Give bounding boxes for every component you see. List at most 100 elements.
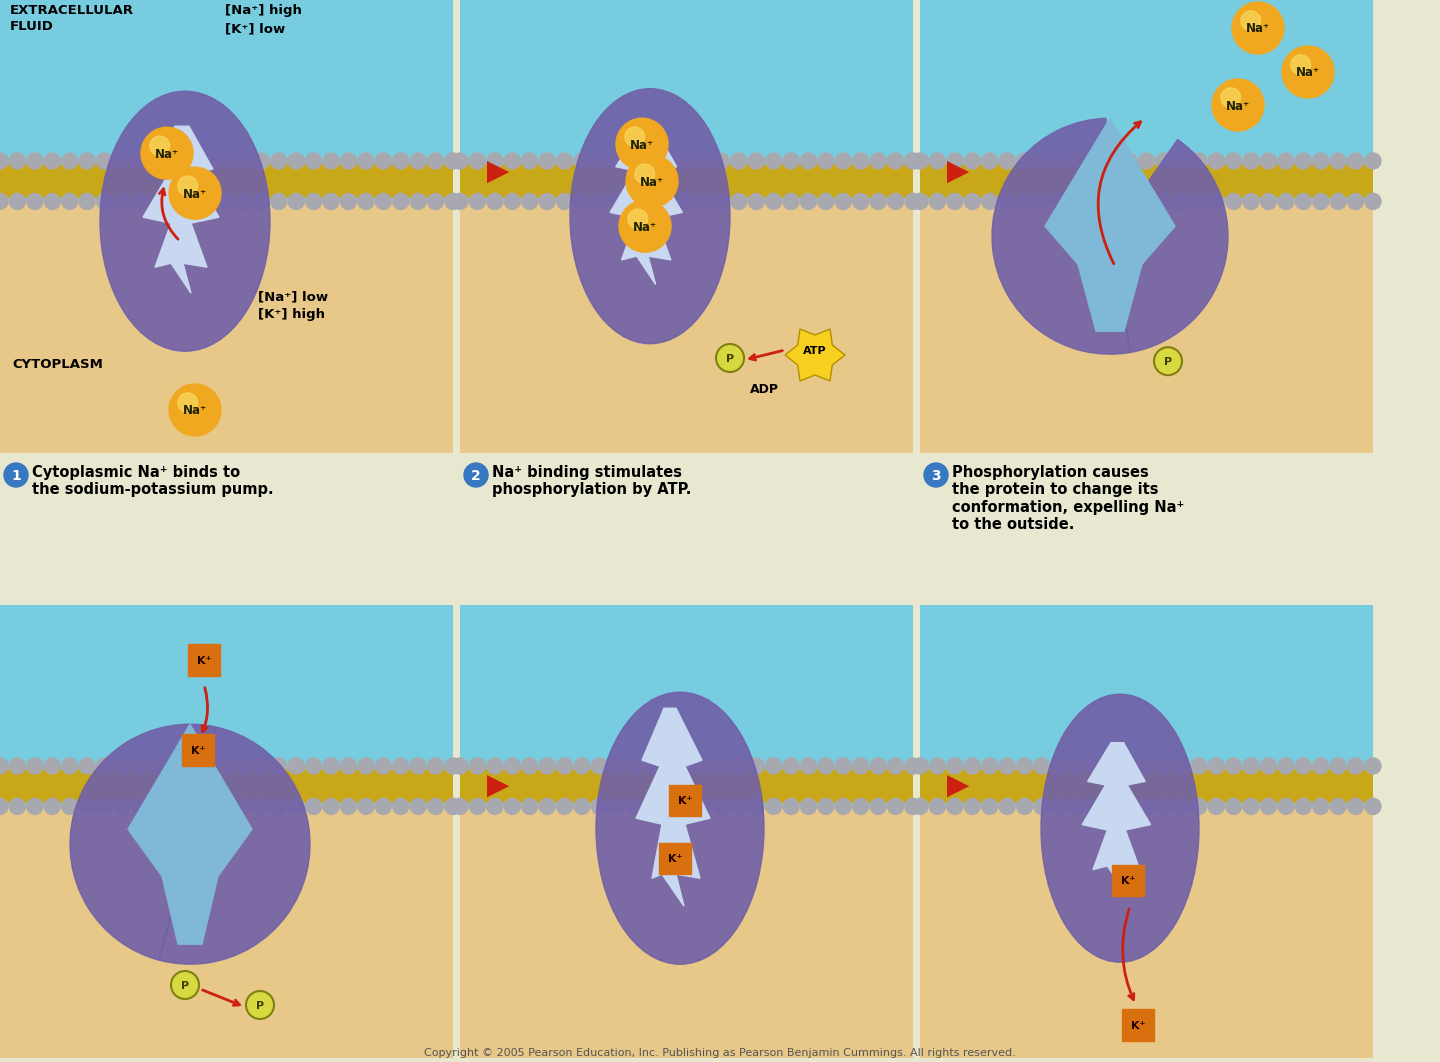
Bar — [0, 605, 454, 804]
Circle shape — [305, 193, 321, 209]
Circle shape — [1296, 153, 1312, 169]
Circle shape — [1208, 758, 1224, 774]
Circle shape — [1296, 799, 1312, 815]
Circle shape — [575, 758, 590, 774]
Circle shape — [912, 758, 927, 774]
Circle shape — [929, 758, 946, 774]
Circle shape — [1348, 153, 1364, 169]
Circle shape — [904, 799, 922, 815]
Circle shape — [10, 799, 26, 815]
Circle shape — [912, 153, 927, 169]
Circle shape — [730, 758, 747, 774]
Circle shape — [323, 799, 338, 815]
Circle shape — [202, 758, 217, 774]
Text: 2: 2 — [471, 469, 481, 483]
Circle shape — [556, 153, 573, 169]
Circle shape — [79, 153, 95, 169]
Text: Na⁺: Na⁺ — [1246, 22, 1270, 35]
Circle shape — [1243, 758, 1259, 774]
Circle shape — [1103, 799, 1120, 815]
Circle shape — [114, 799, 130, 815]
Circle shape — [1282, 46, 1333, 98]
Circle shape — [114, 758, 130, 774]
Polygon shape — [636, 708, 710, 906]
Circle shape — [62, 193, 78, 209]
Circle shape — [305, 153, 321, 169]
Circle shape — [870, 193, 886, 209]
Circle shape — [1139, 758, 1155, 774]
Circle shape — [749, 193, 765, 209]
Circle shape — [445, 799, 461, 815]
Circle shape — [644, 758, 660, 774]
Text: Na⁺: Na⁺ — [639, 175, 664, 189]
Circle shape — [62, 799, 78, 815]
Bar — [920, 200, 1372, 453]
Circle shape — [359, 799, 374, 815]
Circle shape — [253, 758, 269, 774]
Circle shape — [539, 799, 554, 815]
Circle shape — [1296, 193, 1312, 209]
Text: [K⁺] low: [K⁺] low — [225, 22, 285, 35]
Circle shape — [713, 799, 729, 815]
Polygon shape — [1045, 118, 1175, 331]
Circle shape — [62, 153, 78, 169]
Circle shape — [1017, 758, 1032, 774]
Circle shape — [96, 153, 112, 169]
Circle shape — [887, 758, 903, 774]
Circle shape — [96, 193, 112, 209]
Circle shape — [131, 193, 147, 209]
Circle shape — [1068, 758, 1084, 774]
Circle shape — [1156, 758, 1172, 774]
Text: [Na⁺] low: [Na⁺] low — [258, 290, 328, 303]
Circle shape — [79, 799, 95, 815]
Circle shape — [0, 153, 9, 169]
Circle shape — [219, 799, 235, 815]
Text: Na⁺: Na⁺ — [183, 188, 207, 201]
Circle shape — [835, 799, 851, 815]
Circle shape — [783, 153, 799, 169]
Circle shape — [27, 153, 43, 169]
Circle shape — [1191, 758, 1207, 774]
Circle shape — [10, 758, 26, 774]
Circle shape — [749, 799, 765, 815]
Circle shape — [487, 758, 503, 774]
Circle shape — [678, 758, 694, 774]
Circle shape — [592, 153, 608, 169]
Circle shape — [1034, 799, 1050, 815]
Text: Phosphorylation causes
the protein to change its
conformation, expelling Na⁺
to : Phosphorylation causes the protein to ch… — [952, 465, 1184, 532]
Circle shape — [887, 193, 903, 209]
Circle shape — [539, 193, 554, 209]
Circle shape — [150, 136, 170, 156]
Bar — [459, 804, 913, 1058]
Circle shape — [504, 799, 520, 815]
Circle shape — [148, 758, 164, 774]
Circle shape — [184, 758, 200, 774]
Circle shape — [305, 799, 321, 815]
Circle shape — [556, 799, 573, 815]
Circle shape — [556, 193, 573, 209]
Bar — [459, 0, 913, 200]
Circle shape — [469, 193, 485, 209]
Circle shape — [504, 758, 520, 774]
Circle shape — [616, 118, 668, 170]
Circle shape — [924, 463, 948, 487]
Bar — [459, 165, 913, 199]
Text: ADP: ADP — [750, 383, 779, 396]
Bar — [0, 769, 454, 803]
Circle shape — [219, 758, 235, 774]
Circle shape — [678, 153, 694, 169]
Circle shape — [801, 193, 816, 209]
Text: Na⁺: Na⁺ — [183, 405, 207, 417]
Text: K⁺: K⁺ — [668, 854, 683, 864]
Text: 1: 1 — [12, 469, 20, 483]
Circle shape — [678, 193, 694, 209]
Circle shape — [818, 758, 834, 774]
Wedge shape — [1110, 139, 1228, 353]
Circle shape — [487, 153, 503, 169]
Circle shape — [452, 153, 468, 169]
Circle shape — [148, 153, 164, 169]
Circle shape — [982, 758, 998, 774]
Circle shape — [27, 799, 43, 815]
Circle shape — [626, 153, 642, 169]
Circle shape — [1241, 11, 1260, 31]
